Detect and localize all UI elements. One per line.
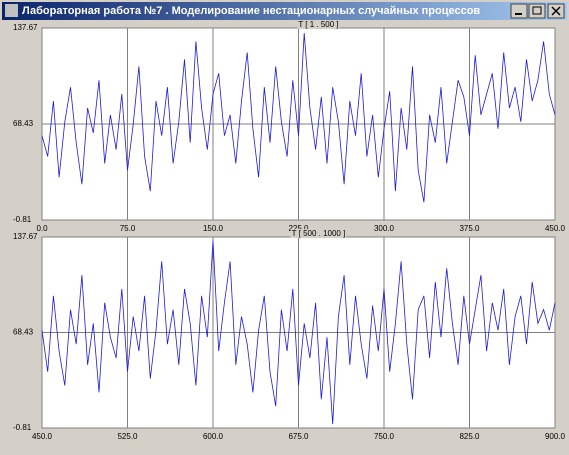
y-tick-label: -0.81 (13, 423, 32, 432)
x-tick-label: 450.0 (32, 432, 53, 441)
close-button[interactable] (547, 3, 565, 19)
data-line (41, 240, 556, 425)
window-title: Лабораторная работа №7 . Моделирование н… (22, 5, 480, 17)
x-tick-label: 75.0 (120, 224, 136, 233)
x-tick-label: 0.0 (36, 224, 48, 233)
x-tick-label: 900.0 (545, 432, 566, 441)
y-tick-label: -0.81 (13, 215, 32, 224)
x-tick-label: 150.0 (203, 224, 224, 233)
chart-title: T [ 500 . 1000 ] (292, 229, 346, 238)
x-tick-label: 675.0 (288, 432, 309, 441)
x-tick-label: 525.0 (117, 432, 138, 441)
y-tick-label: 68.43 (13, 328, 34, 337)
x-tick-label: 225.0 (288, 224, 309, 233)
app-icon[interactable] (5, 4, 18, 17)
data-line (41, 33, 556, 203)
y-tick-label: 68.43 (13, 119, 34, 128)
x-tick-label: 300.0 (374, 224, 395, 233)
minimize-button[interactable] (510, 3, 528, 19)
y-tick-label: 137.67 (13, 232, 38, 241)
y-tick-label: 137.67 (13, 23, 38, 32)
maximize-button[interactable] (528, 3, 546, 19)
x-tick-label: 375.0 (459, 224, 480, 233)
x-tick-label: 825.0 (459, 432, 480, 441)
chart-title: T [ 1 . 500 ] (298, 20, 338, 29)
chart-title-bg (297, 20, 340, 30)
x-tick-label: 450.0 (545, 224, 566, 233)
x-tick-label: 750.0 (374, 432, 395, 441)
title-bar (2, 2, 567, 20)
chart-title-bg (290, 229, 347, 239)
x-tick-label: 600.0 (203, 432, 224, 441)
